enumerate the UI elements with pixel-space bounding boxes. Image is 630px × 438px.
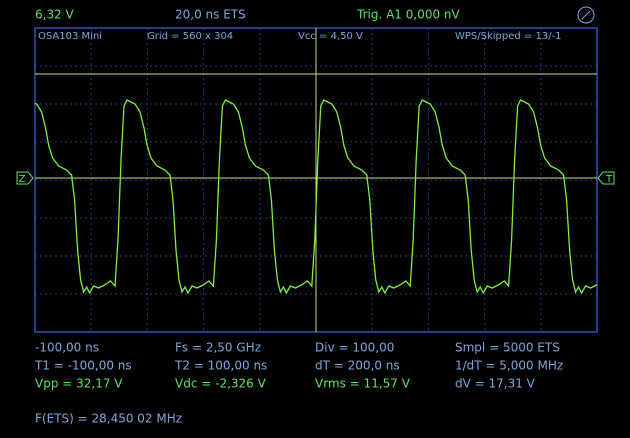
measurement: Vrms = 11,57 V [315, 377, 411, 391]
vcc: Vcc = 4,50 V [298, 31, 363, 42]
measurement: T2 = 100,00 ns [174, 359, 267, 373]
measurement: dV = 17,31 V [455, 377, 536, 391]
zero-marker-label[interactable]: Z [19, 174, 26, 185]
trigger-marker-label[interactable]: T [605, 174, 613, 185]
status-icon-ring[interactable] [577, 6, 595, 24]
status-icon-needle[interactable] [581, 10, 591, 20]
waveform [35, 99, 597, 295]
measurements: -100,00 ns Fs = 2,50 GHz Div = 100,00 Smpl … [34, 341, 563, 391]
grid-size: Grid = 560 x 304 [147, 31, 233, 42]
wps-skipped: WPS/Skipped = 13/-1 [455, 31, 562, 42]
zero-marker-box[interactable] [16, 171, 34, 185]
frequency: F(ETS) = 28,450 02 MHz [35, 412, 182, 426]
measurement: Div = 100,00 [315, 341, 394, 355]
measurement: T1 = -100,00 ns [34, 359, 132, 373]
timebase: 20,0 ns ETS [175, 8, 246, 22]
zero-marker[interactable]: Z [16, 171, 34, 185]
measurement: dT = 200,0 ns [315, 359, 400, 373]
trigger-marker-box[interactable] [597, 171, 615, 185]
channel-voltage: 6,32 V [35, 8, 75, 22]
measurement: Fs = 2,50 GHz [175, 341, 261, 355]
measurement: Vpp = 32,17 V [35, 377, 123, 391]
measurement: Smpl = 5000 ETS [455, 341, 560, 355]
device-name: OSA103 Mini [38, 31, 102, 42]
trigger-info: Trig. A1 0,000 nV [356, 8, 461, 22]
status-icon[interactable] [577, 6, 595, 24]
measurement: 1/dT = 5,000 MHz [455, 359, 563, 373]
trigger-marker[interactable]: T [597, 171, 615, 185]
measurement: -100,00 ns [35, 341, 99, 355]
measurement: Vdc = -2,326 V [175, 377, 267, 391]
